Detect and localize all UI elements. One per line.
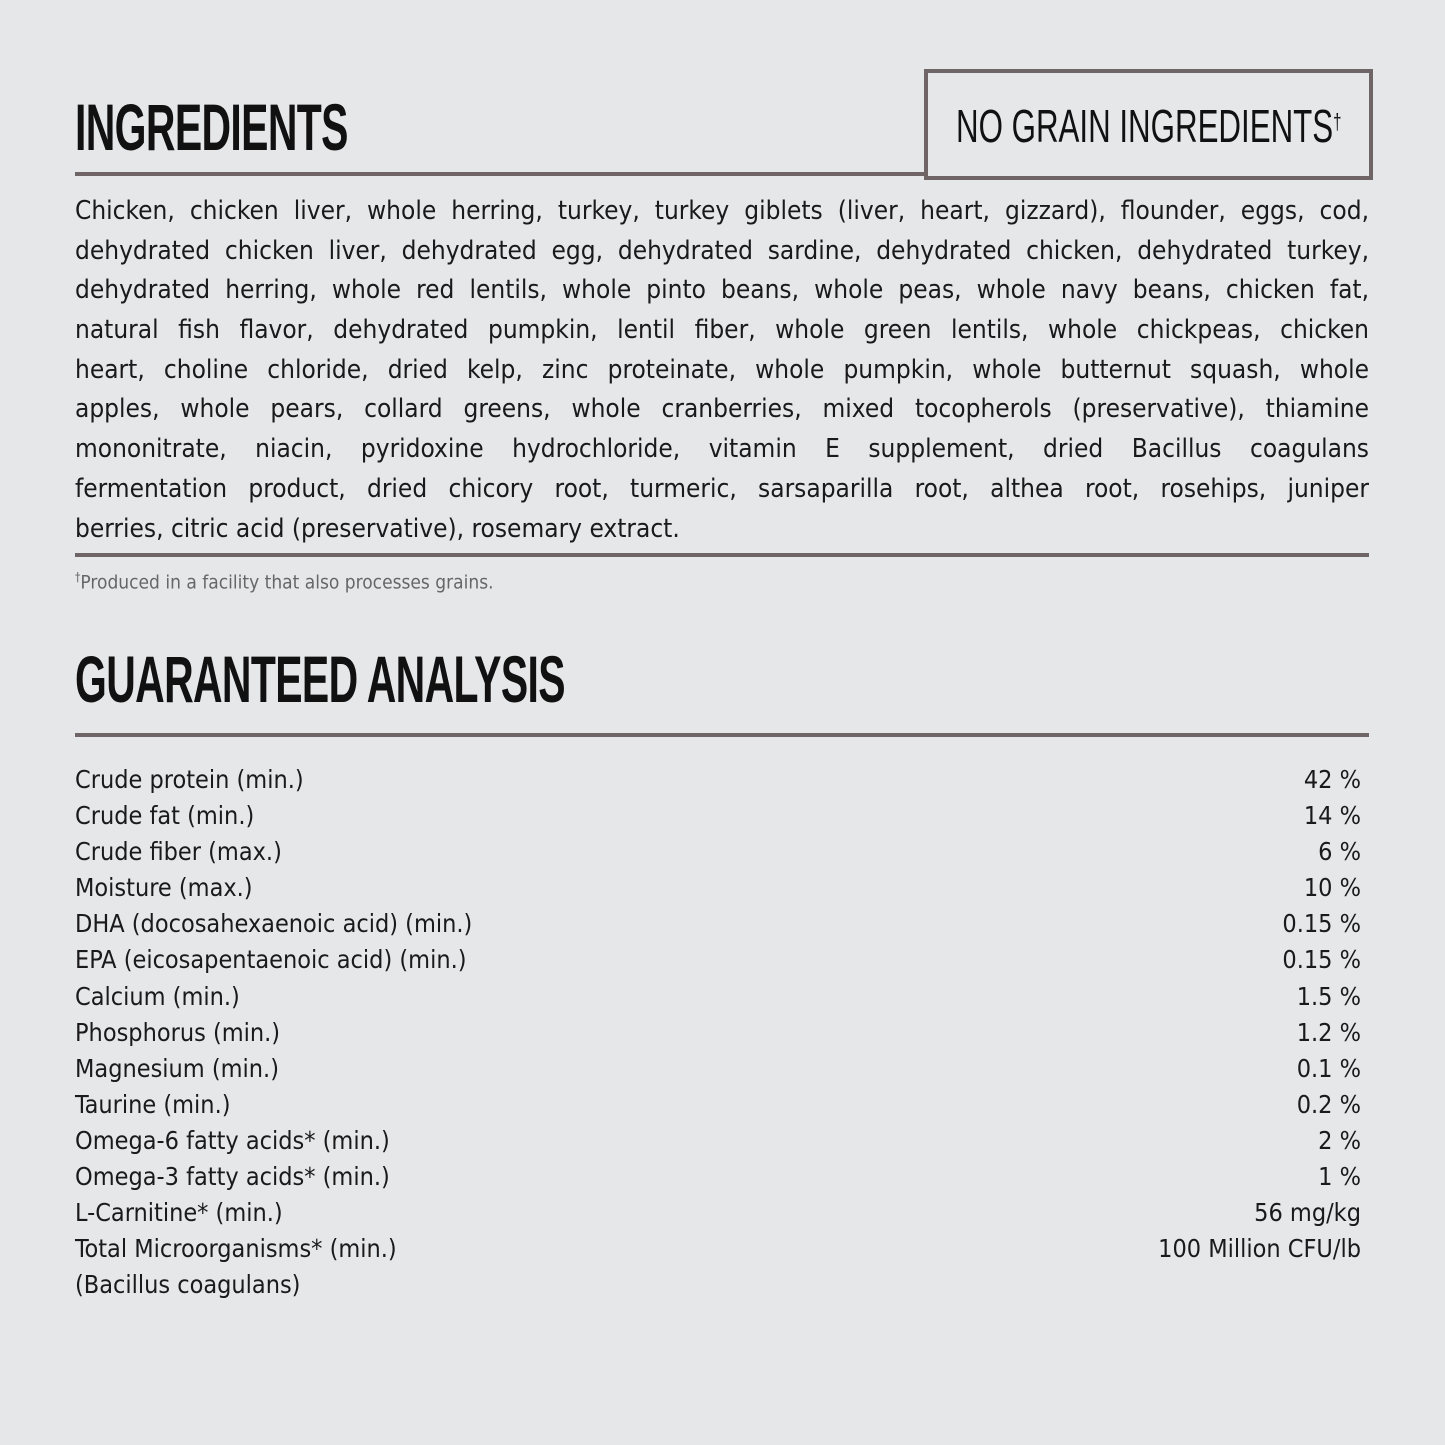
footnote-dagger: †	[75, 570, 81, 584]
analysis-row: Crude fiber (max.) 6 %	[75, 834, 1361, 870]
ingredients-line: dehydrated herring, whole red lentils, w…	[75, 275, 1369, 306]
analysis-value: 1.5 %	[1296, 981, 1361, 1011]
ingredients-line: fermentation product, dried chicory root…	[75, 473, 1369, 504]
analysis-value: 2 %	[1318, 1125, 1361, 1155]
analysis-value: 1.2 %	[1296, 1017, 1361, 1047]
ingredients-line: apples, whole pears, collard greens, who…	[75, 394, 1369, 425]
analysis-value: 10 %	[1303, 873, 1361, 903]
analysis-row: Omega-6 fatty acids* (min.) 2 %	[75, 1123, 1361, 1159]
analysis-row: Taurine (min.) 0.2 %	[75, 1087, 1361, 1123]
analysis-label: Moisture (max.)	[75, 873, 253, 903]
ingredients-heading: INGREDIENTS	[75, 90, 348, 164]
analysis-value: 100 Million CFU/lb	[1158, 1234, 1361, 1264]
analysis-table: Crude protein (min.) 42 % Crude fat (min.)…	[75, 762, 1361, 1303]
footnote: †Produced in a facility that also proces…	[75, 570, 494, 593]
ingredients-line: mononitrate, niacin, pyridoxine hydrochl…	[75, 434, 1369, 465]
badge-text: NO GRAIN INGREDIENTS	[956, 100, 1334, 152]
analysis-label: (Bacillus coagulans)	[75, 1270, 301, 1300]
analysis-row: Crude fat (min.) 14 %	[75, 798, 1361, 834]
ingredients-line: berries, citric acid (preservative), ros…	[75, 513, 680, 544]
analysis-row: Magnesium (min.) 0.1 %	[75, 1051, 1361, 1087]
ingredients-line: natural fish flavor, dehydrated pumpkin,…	[75, 315, 1369, 346]
analysis-row: Total Microorganisms* (min.) 100 Million …	[75, 1231, 1361, 1267]
analysis-label: Crude fiber (max.)	[75, 837, 282, 867]
analysis-row: EPA (eicosapentaenoic acid) (min.) 0.15 %	[75, 942, 1361, 978]
analysis-label: DHA (docosahexaenoic acid) (min.)	[75, 909, 473, 939]
analysis-label: Crude fat (min.)	[75, 801, 255, 831]
analysis-row: Phosphorus (min.) 1.2 %	[75, 1015, 1361, 1051]
analysis-value: 0.15 %	[1282, 909, 1361, 939]
analysis-value: 6 %	[1318, 837, 1361, 867]
analysis-row: L-Carnitine* (min.) 56 mg/kg	[75, 1195, 1361, 1231]
analysis-label: Total Microorganisms* (min.)	[75, 1234, 397, 1264]
analysis-value: 0.1 %	[1296, 1053, 1361, 1083]
analysis-row: Crude protein (min.) 42 %	[75, 762, 1361, 798]
analysis-row: DHA (docosahexaenoic acid) (min.) 0.15 %	[75, 906, 1361, 942]
badge-dagger: †	[1333, 109, 1342, 134]
analysis-label: Magnesium (min.)	[75, 1053, 279, 1083]
analysis-label: Omega-3 fatty acids* (min.)	[75, 1162, 390, 1192]
analysis-value: 1 %	[1318, 1162, 1361, 1192]
analysis-label: Omega-6 fatty acids* (min.)	[75, 1125, 390, 1155]
analysis-label: Calcium (min.)	[75, 981, 240, 1011]
analysis-row: Omega-3 fatty acids* (min.) 1 %	[75, 1159, 1361, 1195]
analysis-value: 0.2 %	[1296, 1089, 1361, 1119]
footnote-text: Produced in a facility that also process…	[80, 571, 494, 594]
analysis-label: L-Carnitine* (min.)	[75, 1198, 283, 1228]
analysis-value: 14 %	[1303, 801, 1361, 831]
analysis-label: EPA (eicosapentaenoic acid) (min.)	[75, 945, 467, 975]
ingredients-line: dehydrated chicken liver, dehydrated egg…	[75, 235, 1369, 266]
analysis-label: Phosphorus (min.)	[75, 1017, 281, 1047]
analysis-heading: GUARANTEED ANALYSIS	[75, 642, 566, 716]
ingredients-bottom-rule	[75, 553, 1369, 557]
analysis-value: 0.15 %	[1282, 945, 1361, 975]
analysis-label: Taurine (min.)	[75, 1089, 231, 1119]
ingredients-rule	[75, 172, 927, 176]
analysis-label: Crude protein (min.)	[75, 765, 304, 794]
analysis-value: 42 %	[1303, 765, 1361, 794]
analysis-row: Calcium (min.) 1.5 %	[75, 979, 1361, 1015]
analysis-value: 56 mg/kg	[1254, 1198, 1361, 1228]
no-grain-badge: NO GRAIN INGREDIENTS†	[924, 69, 1373, 180]
ingredients-line: Chicken, chicken liver, whole herring, t…	[75, 196, 1369, 226]
analysis-row: Moisture (max.) 10 %	[75, 870, 1361, 906]
ingredients-list: Chicken, chicken liver, whole herring, t…	[75, 192, 1369, 549]
analysis-rule	[75, 733, 1369, 737]
analysis-row: (Bacillus coagulans)	[75, 1267, 1361, 1303]
ingredients-line: heart, choline chloride, dried kelp, zin…	[75, 354, 1369, 385]
